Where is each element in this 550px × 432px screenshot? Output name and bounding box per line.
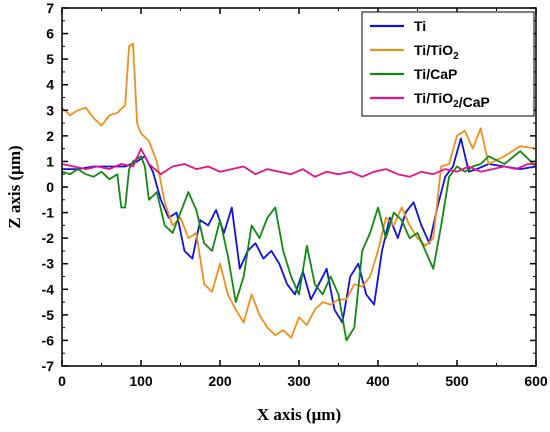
x-axis-title: X axis (μm) xyxy=(257,405,341,424)
legend-label: Ti/TiO2/CaP xyxy=(414,90,490,110)
x-tick-label: 200 xyxy=(208,373,232,389)
y-tick-label: -1 xyxy=(42,205,55,221)
y-tick-label: 1 xyxy=(46,153,54,169)
y-tick-label: 7 xyxy=(46,0,54,16)
x-tick-label: 600 xyxy=(524,373,548,389)
y-tick-label: 0 xyxy=(46,179,54,195)
x-tick-label: 100 xyxy=(129,373,153,389)
legend-label: Ti/CaP xyxy=(414,66,457,82)
x-tick-label: 0 xyxy=(58,373,66,389)
legend: Ti Ti/TiO2 Ti/CaP Ti/TiO2/CaP xyxy=(361,11,535,117)
y-tick-label: -7 xyxy=(42,358,55,374)
y-tick-label: 3 xyxy=(46,102,54,118)
y-tick-label: -4 xyxy=(42,281,55,297)
series-line-4 xyxy=(61,147,536,178)
series-layer xyxy=(61,42,537,342)
x-tick-label: 500 xyxy=(445,373,469,389)
y-tick-label: 2 xyxy=(46,128,54,144)
x-tick-label: 400 xyxy=(366,373,390,389)
ticks-layer: 0 100 200 300 400 500 600 7 6 5 4 3 2 1 0 -1 -2 -3 -4 -5 -6 -… xyxy=(42,0,548,389)
y-axis-title: Z axis (μm) xyxy=(5,145,24,228)
y-tick-label: -5 xyxy=(42,307,55,323)
x-tick-label: 300 xyxy=(287,373,311,389)
series-line-3 xyxy=(61,150,537,342)
y-tick-label: -2 xyxy=(42,230,55,246)
series-line-2 xyxy=(61,42,537,339)
y-tick-label: -3 xyxy=(42,256,55,272)
legend-label: Ti xyxy=(414,18,426,34)
y-tick-label: -6 xyxy=(42,332,55,348)
y-tick-label: 5 xyxy=(46,51,54,67)
legend-label: Ti/TiO2 xyxy=(414,42,459,62)
y-tick-label: 6 xyxy=(46,26,54,42)
y-tick-label: 4 xyxy=(46,77,54,93)
